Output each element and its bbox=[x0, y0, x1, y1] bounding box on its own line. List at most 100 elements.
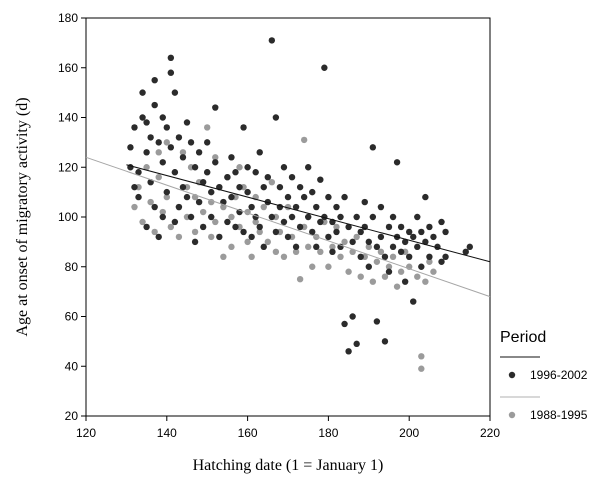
data-point-1996-2002 bbox=[224, 218, 231, 226]
data-point-1996-2002 bbox=[422, 193, 429, 201]
data-point-1996-2002 bbox=[341, 320, 348, 328]
legend-label-1996-2002: 1996-2002 bbox=[530, 368, 588, 382]
data-point-1996-2002 bbox=[155, 233, 162, 241]
legend-label-1988-1995: 1988-1995 bbox=[530, 408, 588, 422]
data-point-1988-1995 bbox=[280, 253, 288, 260]
data-point-1996-2002 bbox=[131, 183, 138, 191]
data-point-1988-1995 bbox=[369, 278, 377, 285]
data-point-1996-2002 bbox=[167, 69, 175, 76]
data-point-1996-2002 bbox=[410, 298, 417, 305]
data-point-1996-2002 bbox=[256, 149, 263, 156]
x-tick-label: 180 bbox=[318, 426, 338, 440]
data-point-1996-2002 bbox=[151, 76, 158, 84]
data-point-1988-1995 bbox=[143, 164, 150, 171]
legend-marker-1996-2002 bbox=[508, 371, 516, 379]
data-point-1996-2002 bbox=[272, 114, 280, 121]
data-point-1996-2002 bbox=[191, 238, 199, 246]
data-point-1996-2002 bbox=[381, 338, 389, 345]
data-point-1988-1995 bbox=[167, 223, 175, 231]
data-point-1988-1995 bbox=[414, 273, 421, 280]
data-point-1996-2002 bbox=[260, 243, 267, 251]
data-point-1996-2002 bbox=[139, 114, 146, 121]
data-point-1996-2002 bbox=[438, 258, 445, 265]
data-point-1988-1995 bbox=[163, 193, 170, 201]
data-point-1996-2002 bbox=[163, 188, 170, 196]
y-tick-label: 100 bbox=[58, 210, 78, 224]
data-point-1996-2002 bbox=[317, 176, 324, 183]
data-point-1988-1995 bbox=[208, 198, 215, 206]
data-point-1988-1995 bbox=[272, 248, 280, 256]
data-point-1996-2002 bbox=[284, 233, 292, 241]
data-point-1996-2002 bbox=[353, 213, 360, 221]
data-point-1996-2002 bbox=[240, 124, 247, 131]
data-point-1988-1995 bbox=[204, 124, 211, 131]
data-point-1996-2002 bbox=[349, 313, 356, 320]
data-point-1996-2002 bbox=[369, 213, 377, 221]
y-tick-label: 120 bbox=[58, 160, 78, 174]
data-point-1988-1995 bbox=[397, 268, 405, 275]
legend: Period 1996-2002 1988-1995 bbox=[500, 329, 588, 422]
data-point-1996-2002 bbox=[280, 218, 288, 226]
data-point-1996-2002 bbox=[345, 348, 352, 355]
data-point-1996-2002 bbox=[240, 228, 247, 236]
data-point-1996-2002 bbox=[288, 174, 296, 181]
data-point-1988-1995 bbox=[422, 278, 429, 285]
data-point-1988-1995 bbox=[163, 139, 170, 146]
data-point-1996-2002 bbox=[163, 124, 170, 131]
data-point-1996-2002 bbox=[369, 144, 377, 151]
data-point-1996-2002 bbox=[135, 193, 142, 201]
data-point-1988-1995 bbox=[357, 273, 364, 280]
x-tick-label: 220 bbox=[480, 426, 500, 440]
data-point-1988-1995 bbox=[296, 275, 304, 283]
data-point-1996-2002 bbox=[232, 169, 239, 176]
data-point-1988-1995 bbox=[329, 243, 336, 251]
data-point-1996-2002 bbox=[199, 223, 207, 231]
data-point-1996-2002 bbox=[357, 228, 364, 236]
data-point-1996-2002 bbox=[365, 238, 372, 246]
data-point-1996-2002 bbox=[183, 119, 191, 126]
data-point-1988-1995 bbox=[155, 174, 162, 181]
data-point-1996-2002 bbox=[462, 248, 469, 256]
data-point-1996-2002 bbox=[212, 104, 219, 111]
data-point-1996-2002 bbox=[236, 183, 243, 191]
data-point-1996-2002 bbox=[438, 218, 445, 226]
data-point-1988-1995 bbox=[325, 263, 332, 270]
plot-border bbox=[85, 17, 491, 417]
data-point-1996-2002 bbox=[151, 101, 158, 109]
data-point-1996-2002 bbox=[406, 228, 413, 236]
x-tick-label: 160 bbox=[238, 426, 258, 440]
data-point-1996-2002 bbox=[353, 340, 360, 348]
data-point-1988-1995 bbox=[418, 353, 425, 360]
data-point-1996-2002 bbox=[333, 203, 340, 211]
data-point-1996-2002 bbox=[256, 223, 263, 231]
data-point-1996-2002 bbox=[325, 233, 332, 241]
data-point-1996-2002 bbox=[208, 188, 215, 196]
data-point-1996-2002 bbox=[422, 238, 429, 246]
data-point-1996-2002 bbox=[135, 169, 142, 176]
data-point-1996-2002 bbox=[337, 213, 344, 221]
data-point-1996-2002 bbox=[401, 278, 409, 285]
data-point-1996-2002 bbox=[430, 233, 437, 241]
data-point-1988-1995 bbox=[393, 283, 401, 290]
data-point-1996-2002 bbox=[426, 223, 433, 231]
y-tick-label: 180 bbox=[58, 11, 78, 25]
data-point-1996-2002 bbox=[313, 203, 320, 211]
data-point-1988-1995 bbox=[256, 228, 263, 236]
data-point-1996-2002 bbox=[309, 188, 316, 196]
plot-frame bbox=[85, 17, 491, 417]
data-point-1996-2002 bbox=[199, 178, 207, 186]
data-point-1988-1995 bbox=[418, 365, 425, 372]
data-point-1996-2002 bbox=[325, 193, 332, 201]
data-point-1996-2002 bbox=[385, 268, 393, 275]
data-point-1996-2002 bbox=[296, 183, 304, 191]
data-point-1996-2002 bbox=[442, 228, 449, 236]
data-point-1996-2002 bbox=[252, 169, 259, 176]
fit-line-1996-2002 bbox=[126, 164, 491, 263]
data-point-1988-1995 bbox=[365, 243, 372, 251]
data-point-1988-1995 bbox=[309, 263, 316, 270]
data-point-1996-2002 bbox=[300, 193, 308, 201]
data-point-1988-1995 bbox=[151, 228, 158, 236]
data-point-1996-2002 bbox=[151, 203, 158, 211]
data-point-1988-1995 bbox=[208, 233, 215, 241]
data-point-1996-2002 bbox=[191, 164, 199, 171]
